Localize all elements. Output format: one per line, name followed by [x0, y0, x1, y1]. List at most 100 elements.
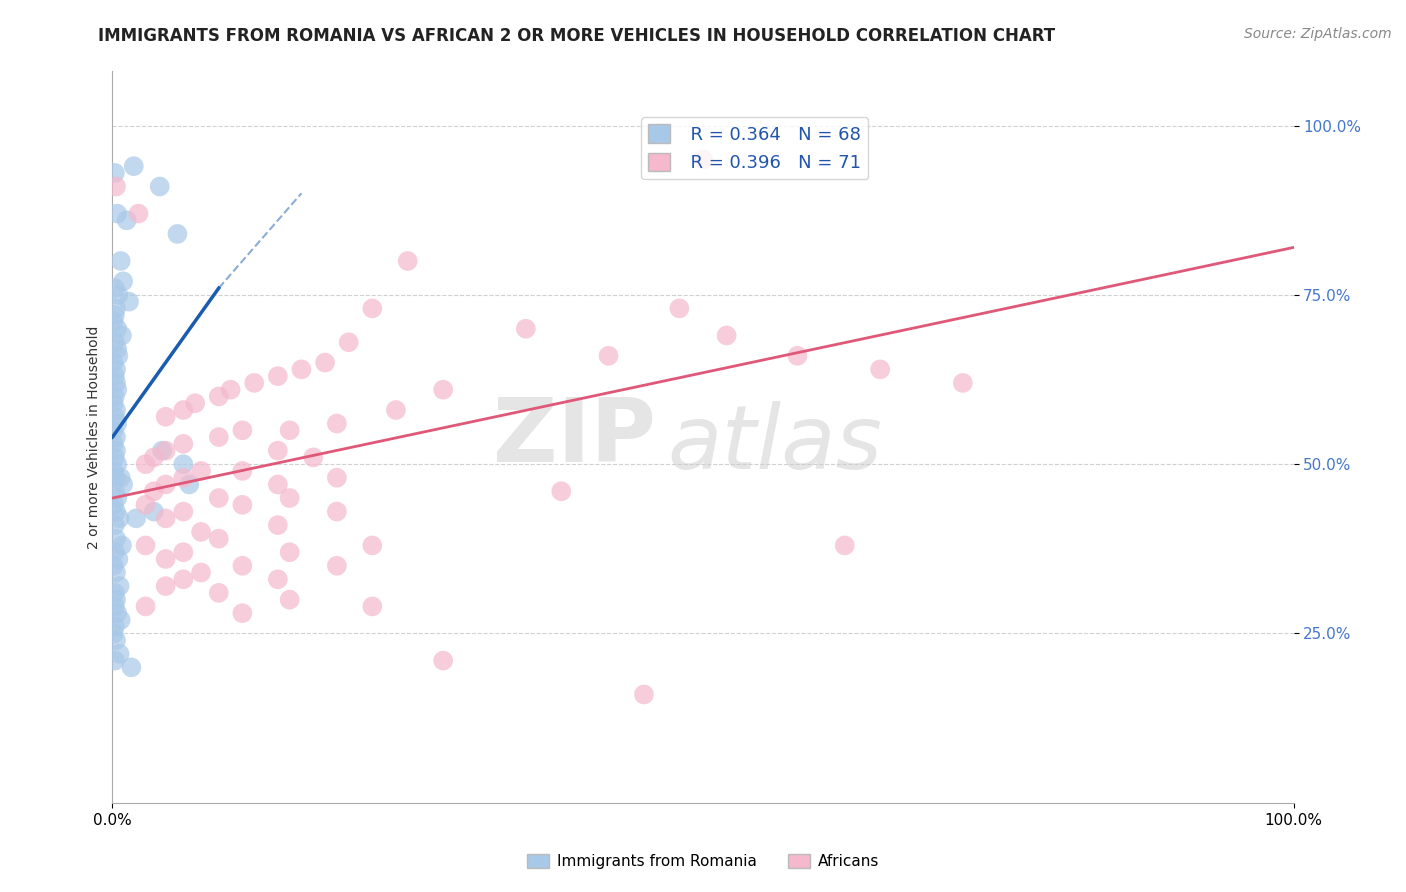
- Point: [105, 206, 128, 220]
- Point: [104, 389, 127, 403]
- Point: [107, 349, 129, 363]
- Point: [716, 328, 738, 343]
- Point: [598, 349, 620, 363]
- Point: [668, 301, 690, 316]
- Point: [104, 518, 127, 533]
- Point: [155, 552, 177, 566]
- Point: [314, 355, 336, 369]
- Point: [104, 335, 127, 350]
- Point: [190, 464, 212, 478]
- Point: [104, 484, 127, 499]
- Point: [172, 471, 194, 485]
- Point: [105, 592, 128, 607]
- Point: [172, 403, 194, 417]
- Point: [172, 457, 194, 471]
- Point: [190, 524, 212, 539]
- Point: [267, 477, 290, 491]
- Point: [108, 511, 131, 525]
- Point: [243, 376, 266, 390]
- Point: [633, 688, 655, 702]
- Point: [302, 450, 325, 465]
- Point: [155, 409, 177, 424]
- Point: [122, 159, 145, 173]
- Point: [361, 301, 384, 316]
- Point: [231, 464, 253, 478]
- Point: [432, 383, 454, 397]
- Point: [231, 423, 253, 437]
- Point: [105, 566, 128, 580]
- Point: [231, 606, 253, 620]
- Point: [108, 579, 131, 593]
- Point: [105, 301, 128, 316]
- Point: [104, 409, 127, 424]
- Point: [396, 254, 419, 268]
- Point: [172, 505, 194, 519]
- Point: [111, 328, 134, 343]
- Point: [125, 511, 148, 525]
- Point: [105, 362, 128, 376]
- Text: atlas: atlas: [668, 401, 883, 487]
- Point: [361, 538, 384, 552]
- Point: [290, 362, 312, 376]
- Point: [692, 153, 714, 167]
- Point: [208, 586, 231, 600]
- Point: [112, 274, 135, 288]
- Point: [834, 538, 856, 552]
- Point: [149, 179, 172, 194]
- Point: [142, 484, 165, 499]
- Point: [105, 403, 128, 417]
- Point: [108, 647, 131, 661]
- Point: [107, 552, 129, 566]
- Text: IMMIGRANTS FROM ROMANIA VS AFRICAN 2 OR MORE VEHICLES IN HOUSEHOLD CORRELATION C: IMMIGRANTS FROM ROMANIA VS AFRICAN 2 OR …: [98, 27, 1056, 45]
- Text: ZIP: ZIP: [494, 393, 655, 481]
- Point: [120, 660, 142, 674]
- Point: [172, 545, 194, 559]
- Point: [105, 457, 128, 471]
- Point: [110, 613, 132, 627]
- Point: [110, 254, 132, 268]
- Point: [135, 599, 157, 614]
- Point: [267, 518, 290, 533]
- Point: [105, 532, 128, 546]
- Point: [231, 558, 253, 573]
- Point: [105, 606, 128, 620]
- Point: [103, 396, 125, 410]
- Point: [172, 572, 194, 586]
- Point: [361, 599, 384, 614]
- Y-axis label: 2 or more Vehicles in Household: 2 or more Vehicles in Household: [87, 326, 101, 549]
- Point: [208, 491, 231, 505]
- Point: [127, 206, 149, 220]
- Point: [107, 288, 129, 302]
- Point: [135, 457, 157, 471]
- Point: [104, 545, 127, 559]
- Point: [278, 545, 301, 559]
- Point: [104, 599, 127, 614]
- Point: [105, 417, 128, 431]
- Point: [110, 471, 132, 485]
- Point: [231, 498, 253, 512]
- Point: [432, 654, 454, 668]
- Point: [278, 592, 301, 607]
- Text: Source: ZipAtlas.com: Source: ZipAtlas.com: [1244, 27, 1392, 41]
- Point: [190, 566, 212, 580]
- Point: [105, 179, 128, 194]
- Point: [104, 281, 127, 295]
- Point: [142, 505, 165, 519]
- Point: [869, 362, 891, 376]
- Point: [105, 430, 128, 444]
- Point: [952, 376, 974, 390]
- Point: [112, 477, 135, 491]
- Point: [326, 558, 349, 573]
- Point: [278, 423, 301, 437]
- Point: [103, 558, 125, 573]
- Point: [103, 437, 125, 451]
- Point: [267, 572, 290, 586]
- Point: [111, 538, 134, 552]
- Point: [105, 342, 128, 356]
- Point: [150, 443, 173, 458]
- Point: [326, 471, 349, 485]
- Point: [103, 423, 125, 437]
- Point: [104, 369, 127, 384]
- Point: [135, 538, 157, 552]
- Point: [118, 294, 141, 309]
